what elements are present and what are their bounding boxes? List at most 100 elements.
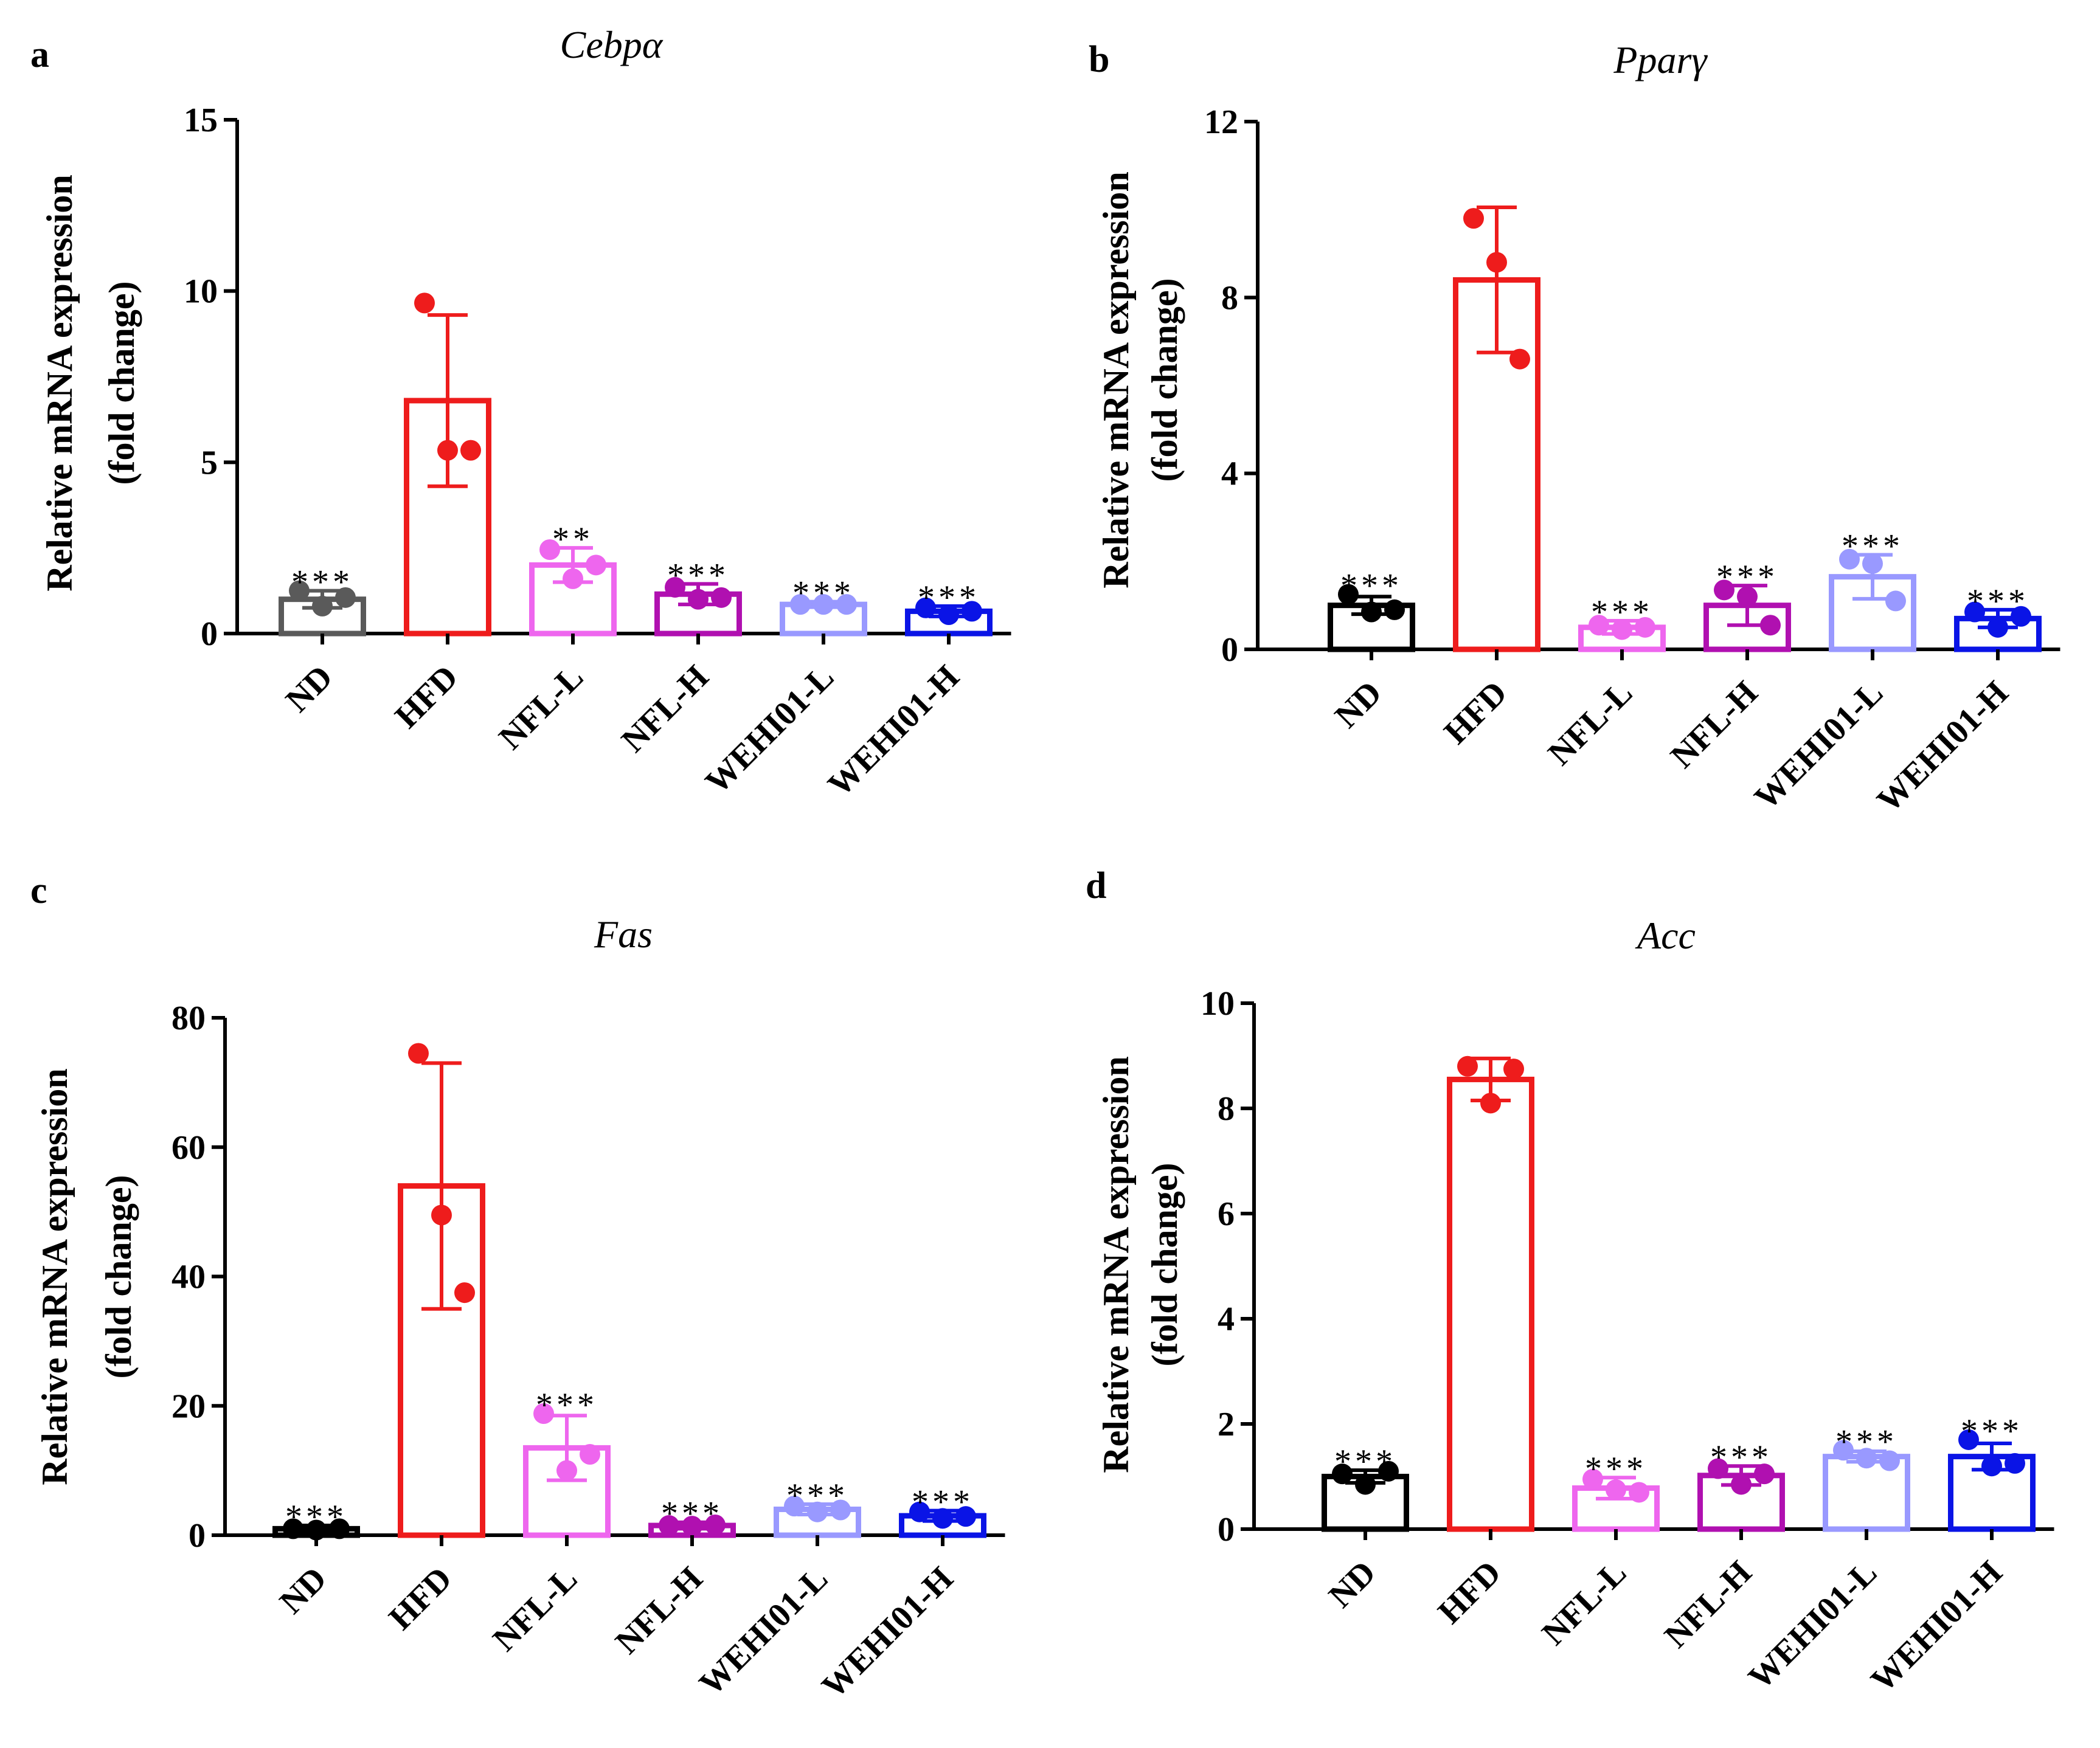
y-tick-label: 40	[172, 1259, 206, 1296]
data-point	[1839, 548, 1860, 570]
significance-label: ***	[291, 564, 353, 601]
y-tick-label: 15	[184, 102, 218, 139]
data-point	[1964, 601, 1985, 623]
significance-label: ***	[792, 575, 854, 612]
y-tick-label: 20	[172, 1387, 206, 1425]
data-point	[306, 1519, 327, 1541]
significance-label: ***	[1842, 527, 1904, 565]
significance-label: ***	[1716, 558, 1778, 596]
data-point	[1384, 599, 1405, 620]
data-point	[830, 1499, 851, 1521]
y-tick-label: 4	[1218, 1301, 1235, 1338]
data-point	[1606, 1479, 1626, 1501]
y-tick-label: 5	[201, 444, 218, 482]
significance-label: ***	[661, 1495, 723, 1533]
bar-group-WEHI01-H: ***	[1948, 1412, 2036, 1532]
data-point	[408, 1043, 429, 1064]
chart-title: Fas	[594, 913, 653, 956]
data-point	[1708, 1458, 1728, 1479]
data-point	[1635, 617, 1655, 638]
data-point	[1714, 579, 1734, 601]
data-point	[813, 594, 834, 615]
data-point	[329, 1518, 350, 1539]
panel-letter: c	[30, 870, 47, 911]
significance-label: ***	[1585, 1450, 1647, 1488]
data-point	[335, 587, 356, 608]
data-point	[1355, 1474, 1376, 1495]
data-point	[1503, 1059, 1524, 1080]
data-point	[2005, 1453, 2025, 1474]
data-point	[1463, 208, 1484, 229]
y-tick-label: 8	[1218, 1090, 1235, 1128]
data-point	[1509, 348, 1530, 370]
significance-label: ***	[1334, 1443, 1396, 1480]
bar-group-WEHI01-L: ***	[774, 1477, 861, 1538]
data-point	[1833, 1440, 1854, 1461]
y-axis-label: Relative mRNA expression	[35, 1068, 75, 1485]
significance-label: ***	[1961, 1412, 2023, 1450]
data-point	[1338, 584, 1359, 605]
bar-group-ND: ***	[272, 1498, 360, 1541]
bar-group-NFL-L: **	[529, 520, 617, 637]
panel-letter: d	[1086, 865, 1106, 907]
bar-group-ND: ***	[1322, 1443, 1409, 1532]
data-point	[705, 1514, 726, 1535]
data-point	[533, 1403, 554, 1425]
y-tick-label: 10	[184, 273, 218, 311]
significance-label: ***	[1835, 1423, 1897, 1460]
bar-group-NFL-L: ***	[523, 1386, 611, 1538]
bar-group-WEHI01-H: ***	[899, 1484, 986, 1538]
y-axis-label-units: (fold change)	[99, 1175, 139, 1379]
significance-label: **	[552, 520, 594, 558]
data-point	[932, 1508, 953, 1529]
chart-title: Cebpα	[560, 23, 664, 66]
y-tick-label: 10	[1201, 985, 1235, 1023]
significance-label: ***	[536, 1386, 598, 1424]
data-point	[955, 1506, 976, 1527]
data-point	[784, 1496, 805, 1517]
y-axis-label: Relative mRNA expression	[1096, 171, 1136, 589]
data-point	[659, 1515, 679, 1536]
data-point	[1612, 619, 1632, 640]
significance-label: ***	[912, 1484, 974, 1521]
y-tick-label: 0	[1218, 1511, 1235, 1549]
data-point	[2011, 606, 2031, 627]
significance-label: ***	[1967, 582, 2029, 620]
data-point	[1480, 1093, 1501, 1114]
data-point	[1332, 1463, 1353, 1485]
bar-group-ND: ***	[279, 564, 366, 637]
y-axis-label: Relative mRNA expression	[40, 174, 80, 592]
y-tick-label: 8	[1221, 279, 1238, 317]
data-point	[580, 1444, 600, 1465]
panel-letter: a	[30, 34, 49, 75]
bar-group-WEHI01-H: ***	[1954, 582, 2042, 652]
significance-label: ***	[918, 579, 980, 617]
data-point	[586, 554, 606, 576]
y-tick-label: 0	[189, 1517, 206, 1555]
data-point	[836, 594, 857, 615]
data-point	[1958, 1429, 1979, 1450]
significance-label: ***	[1710, 1439, 1772, 1476]
y-tick-label: 80	[172, 1000, 206, 1037]
data-point	[938, 604, 959, 626]
data-point	[790, 594, 811, 615]
y-tick-label: 60	[172, 1129, 206, 1167]
bar-group-ND: ***	[1328, 567, 1415, 652]
data-point	[1981, 1456, 2002, 1477]
data-point	[437, 440, 458, 461]
data-point	[414, 292, 435, 314]
data-point	[1457, 1055, 1478, 1077]
data-point	[556, 1460, 577, 1481]
y-tick-label: 4	[1221, 455, 1238, 493]
y-tick-label: 12	[1204, 103, 1238, 141]
y-axis-label-units: (fold change)	[1145, 278, 1185, 482]
bar-group-WEHI01-H: ***	[905, 579, 993, 637]
data-point	[1879, 1450, 1900, 1471]
y-axis-label-units: (fold change)	[102, 282, 142, 485]
data-point	[1361, 601, 1382, 623]
bar-group-NFL-H: ***	[648, 1495, 736, 1538]
data-point	[460, 440, 481, 461]
data-point	[1754, 1463, 1775, 1485]
